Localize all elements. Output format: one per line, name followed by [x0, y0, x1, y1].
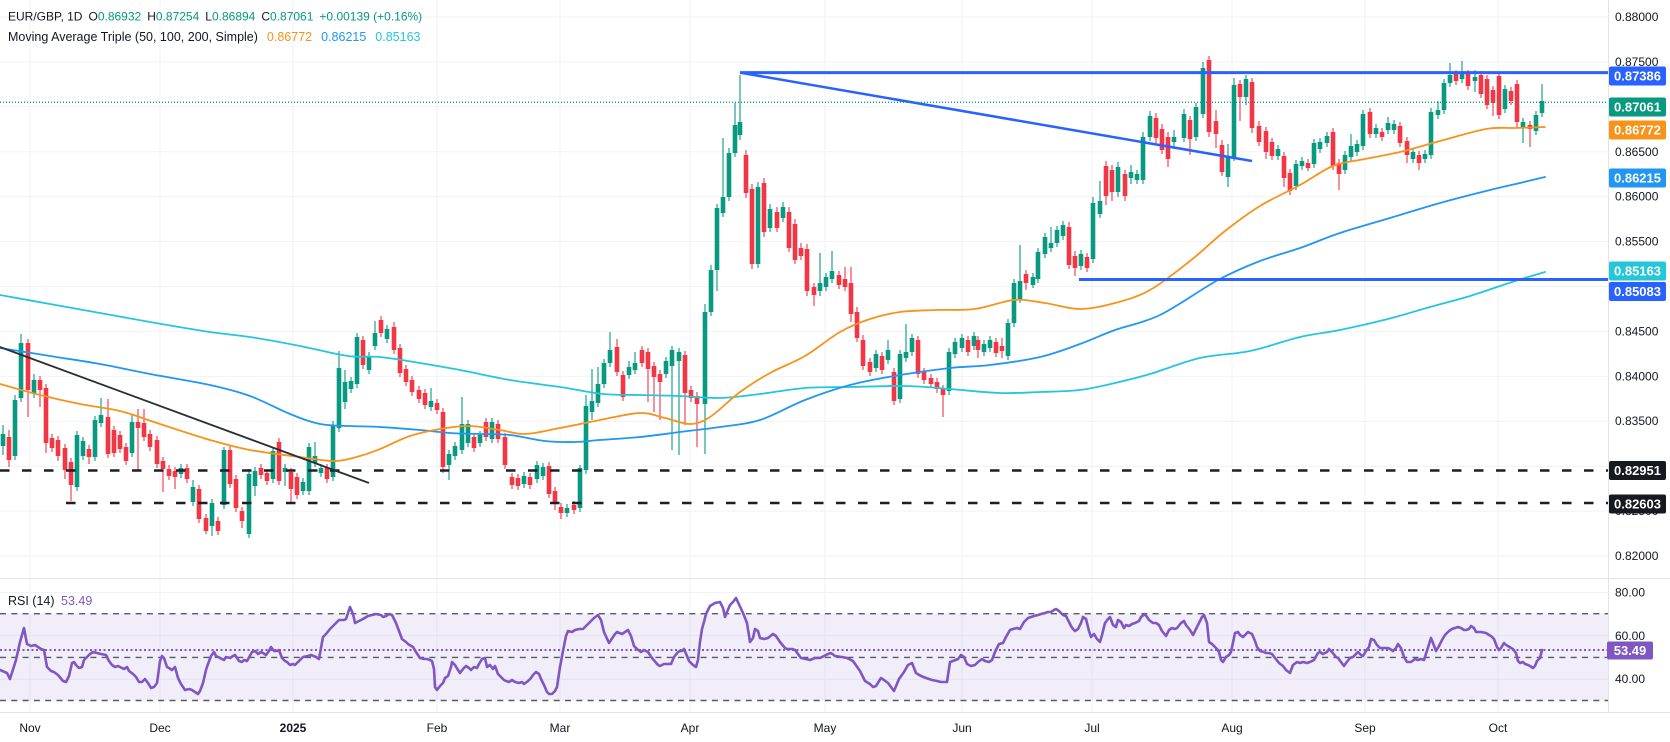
svg-text:0.84500: 0.84500 — [1615, 324, 1659, 338]
svg-text:0.88000: 0.88000 — [1615, 10, 1659, 24]
svg-text:Nov: Nov — [19, 721, 40, 735]
svg-text:Mar: Mar — [550, 721, 571, 735]
svg-text:0.82000: 0.82000 — [1615, 549, 1659, 563]
svg-text:Jul: Jul — [1084, 721, 1099, 735]
svg-text:53.49: 53.49 — [1614, 643, 1647, 658]
svg-text:Moving Average Triple (50, 100: Moving Average Triple (50, 100, 200, Sim… — [8, 30, 421, 44]
svg-text:0.86500: 0.86500 — [1615, 145, 1659, 159]
svg-text:Feb: Feb — [427, 721, 448, 735]
svg-text:Apr: Apr — [681, 721, 700, 735]
svg-text:Sep: Sep — [1354, 721, 1376, 735]
svg-text:May: May — [814, 721, 837, 735]
svg-text:0.83500: 0.83500 — [1615, 414, 1659, 428]
svg-text:0.86000: 0.86000 — [1615, 190, 1659, 204]
svg-text:0.86215: 0.86215 — [1614, 171, 1661, 186]
svg-text:40.00: 40.00 — [1615, 672, 1645, 686]
svg-text:2025: 2025 — [280, 721, 307, 735]
svg-text:Jun: Jun — [952, 721, 971, 735]
svg-text:60.00: 60.00 — [1615, 629, 1645, 643]
svg-text:0.85163: 0.85163 — [1614, 264, 1661, 279]
svg-text:0.84000: 0.84000 — [1615, 369, 1659, 383]
svg-text:0.82951: 0.82951 — [1614, 463, 1661, 478]
svg-text:0.86772: 0.86772 — [1614, 123, 1661, 138]
svg-text:0.87500: 0.87500 — [1615, 55, 1659, 69]
svg-text:Oct: Oct — [1489, 721, 1508, 735]
svg-text:0.85500: 0.85500 — [1615, 235, 1659, 249]
svg-text:0.87386: 0.87386 — [1614, 69, 1661, 84]
svg-text:Dec: Dec — [149, 721, 170, 735]
svg-text:Aug: Aug — [1221, 721, 1242, 735]
svg-text:80.00: 80.00 — [1615, 586, 1645, 600]
svg-text:0.82603: 0.82603 — [1614, 497, 1661, 512]
svg-text:0.85083: 0.85083 — [1614, 284, 1661, 299]
svg-text:RSI (14) 53.49: RSI (14) 53.49 — [8, 594, 92, 608]
svg-text:0.87061: 0.87061 — [1614, 100, 1661, 115]
